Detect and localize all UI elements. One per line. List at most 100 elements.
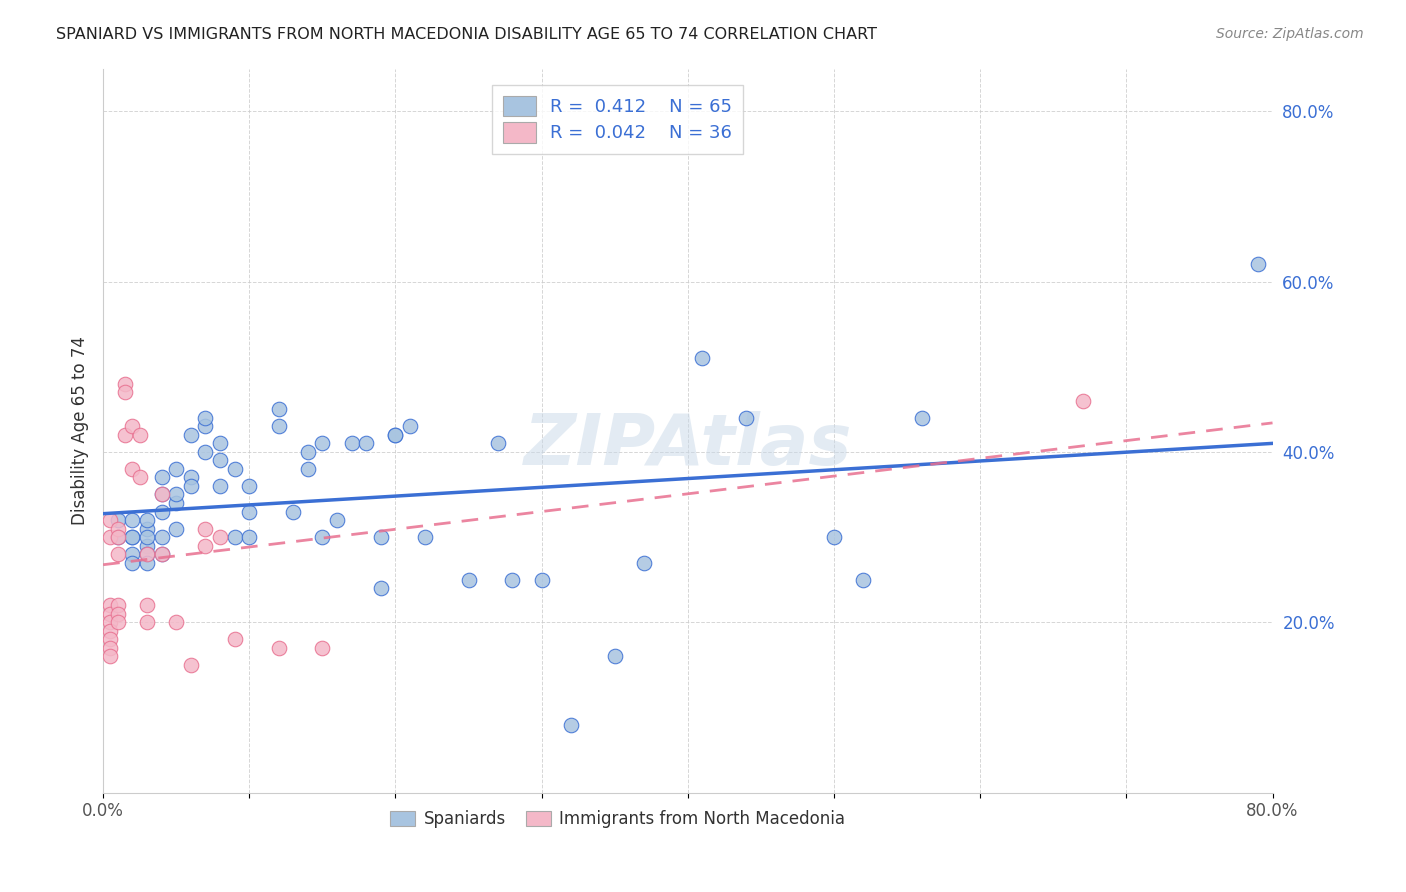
Point	[180, 470, 202, 484]
Point	[238, 530, 260, 544]
Point	[150, 487, 173, 501]
Point	[530, 573, 553, 587]
Point	[209, 479, 232, 493]
Point	[107, 607, 129, 621]
Point	[633, 556, 655, 570]
Point	[100, 615, 122, 630]
Point	[136, 539, 159, 553]
Point	[150, 530, 173, 544]
Text: Source: ZipAtlas.com: Source: ZipAtlas.com	[1216, 27, 1364, 41]
Point	[413, 530, 436, 544]
Point	[100, 640, 122, 655]
Point	[340, 436, 363, 450]
Legend: Spaniards, Immigrants from North Macedonia: Spaniards, Immigrants from North Macedon…	[384, 804, 852, 835]
Point	[180, 657, 202, 672]
Point	[121, 513, 143, 527]
Point	[100, 607, 122, 621]
Text: SPANIARD VS IMMIGRANTS FROM NORTH MACEDONIA DISABILITY AGE 65 TO 74 CORRELATION : SPANIARD VS IMMIGRANTS FROM NORTH MACEDO…	[56, 27, 877, 42]
Point	[209, 436, 232, 450]
Point	[1247, 257, 1270, 271]
Point	[100, 632, 122, 647]
Point	[136, 547, 159, 561]
Point	[180, 427, 202, 442]
Point	[501, 573, 523, 587]
Point	[107, 530, 129, 544]
Point	[224, 632, 246, 647]
Point	[224, 462, 246, 476]
Point	[911, 410, 934, 425]
Point	[128, 427, 150, 442]
Point	[238, 504, 260, 518]
Point	[1071, 393, 1094, 408]
Point	[136, 513, 159, 527]
Point	[209, 453, 232, 467]
Point	[150, 487, 173, 501]
Point	[165, 615, 187, 630]
Point	[107, 513, 129, 527]
Point	[735, 410, 758, 425]
Point	[267, 402, 290, 417]
Point	[121, 419, 143, 434]
Point	[165, 496, 187, 510]
Point	[165, 487, 187, 501]
Point	[852, 573, 875, 587]
Point	[107, 547, 129, 561]
Point	[107, 522, 129, 536]
Point	[823, 530, 845, 544]
Point	[100, 649, 122, 664]
Point	[267, 640, 290, 655]
Point	[194, 410, 217, 425]
Point	[370, 581, 392, 595]
Point	[384, 427, 406, 442]
Point	[121, 462, 143, 476]
Point	[194, 445, 217, 459]
Point	[114, 385, 136, 400]
Point	[692, 351, 714, 366]
Point	[311, 530, 333, 544]
Point	[136, 547, 159, 561]
Point	[267, 419, 290, 434]
Text: ZIPAtlas: ZIPAtlas	[523, 410, 852, 480]
Point	[121, 556, 143, 570]
Point	[560, 717, 582, 731]
Point	[165, 522, 187, 536]
Point	[100, 624, 122, 638]
Point	[194, 419, 217, 434]
Point	[370, 530, 392, 544]
Point	[297, 462, 319, 476]
Point	[150, 547, 173, 561]
Point	[107, 530, 129, 544]
Point	[114, 376, 136, 391]
Point	[165, 462, 187, 476]
Point	[283, 504, 305, 518]
Point	[121, 530, 143, 544]
Point	[121, 547, 143, 561]
Point	[399, 419, 422, 434]
Point	[486, 436, 509, 450]
Point	[297, 445, 319, 459]
Point	[100, 513, 122, 527]
Point	[326, 513, 349, 527]
Point	[100, 599, 122, 613]
Point	[121, 530, 143, 544]
Point	[100, 530, 122, 544]
Point	[603, 649, 626, 664]
Point	[150, 504, 173, 518]
Point	[384, 427, 406, 442]
Point	[136, 530, 159, 544]
Point	[224, 530, 246, 544]
Point	[238, 479, 260, 493]
Point	[114, 427, 136, 442]
Point	[136, 599, 159, 613]
Point	[180, 479, 202, 493]
Point	[128, 470, 150, 484]
Point	[107, 615, 129, 630]
Point	[194, 522, 217, 536]
Point	[136, 556, 159, 570]
Point	[150, 470, 173, 484]
Point	[311, 436, 333, 450]
Y-axis label: Disability Age 65 to 74: Disability Age 65 to 74	[72, 336, 89, 525]
Point	[194, 539, 217, 553]
Point	[107, 599, 129, 613]
Point	[457, 573, 479, 587]
